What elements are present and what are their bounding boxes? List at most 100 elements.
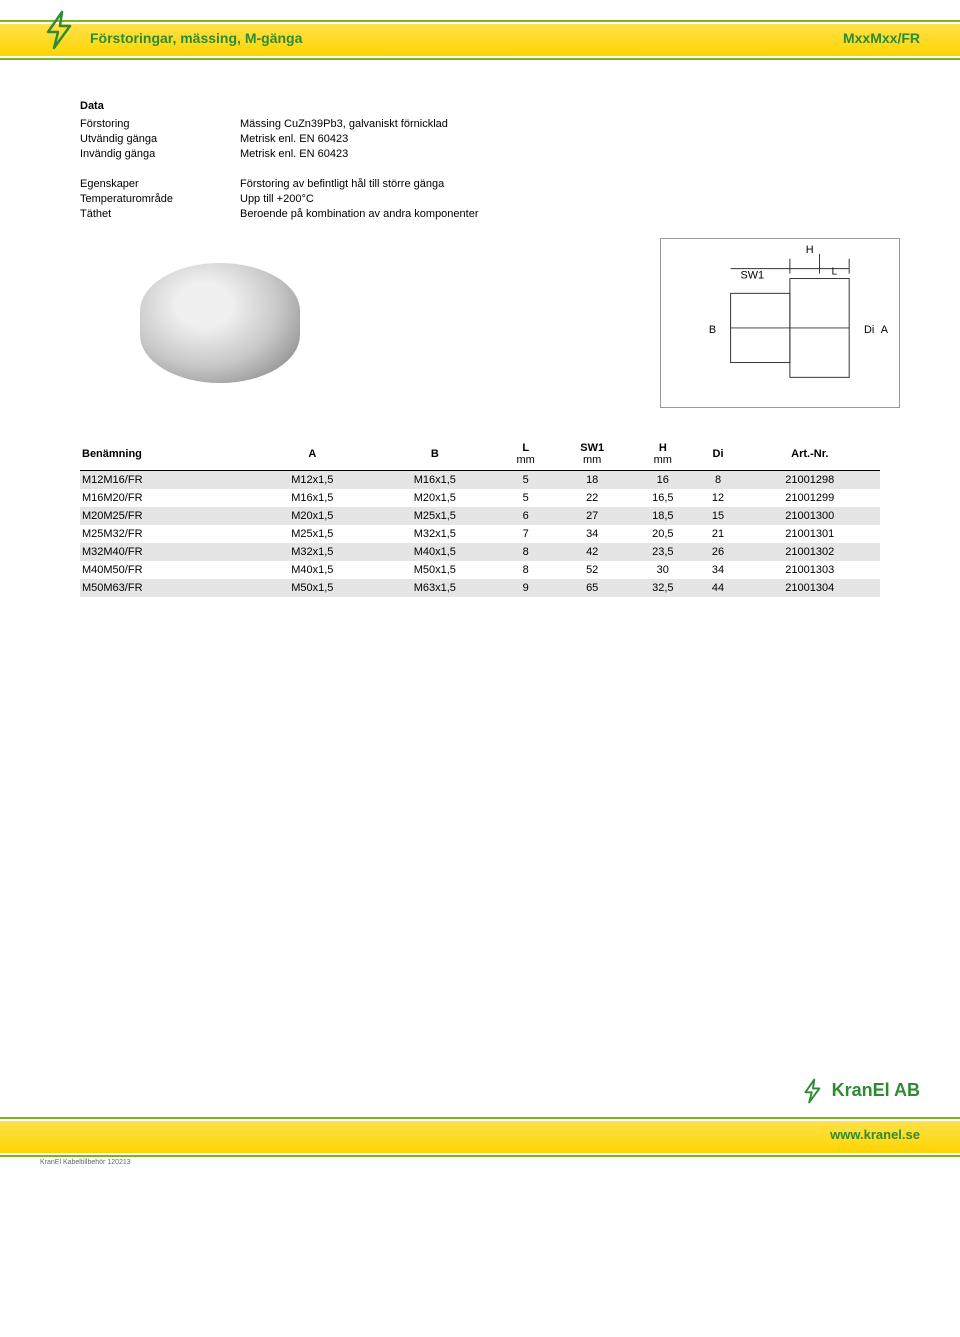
image-row: H L SW1 B Di A [80, 238, 880, 408]
table-cell: 5 [496, 489, 555, 507]
table-cell: 8 [696, 471, 739, 490]
table-row: M12M16/FRM12x1,5M16x1,551816821001298 [80, 471, 880, 490]
table-cell: M32x1,5 [374, 525, 497, 543]
table-cell: M16x1,5 [374, 471, 497, 490]
diagram-label-di: Di [864, 324, 874, 336]
content-area: Data FörstoringMässing CuZn39Pb3, galvan… [0, 70, 960, 597]
table-cell: 8 [496, 543, 555, 561]
diagram-label-b: B [709, 324, 716, 336]
table-cell: 42 [555, 543, 629, 561]
table-cell: M32M40/FR [80, 543, 251, 561]
table-header-row: Benämning A B Lmm SW1mm Hmm Di Art.-Nr. [80, 438, 880, 471]
table-cell: 21001304 [740, 579, 880, 597]
data-table: Benämning A B Lmm SW1mm Hmm Di Art.-Nr. … [80, 438, 880, 597]
footer: KranEl AB www.kranel.se KranEl Kabeltill… [0, 1117, 960, 1187]
table-cell: 21001300 [740, 507, 880, 525]
footer-brand-text: KranEl AB [832, 1080, 920, 1100]
table-cell: 30 [629, 561, 696, 579]
table-row: M50M63/FRM50x1,5M63x1,596532,54421001304 [80, 579, 880, 597]
table-cell: 16,5 [629, 489, 696, 507]
table-cell: 18,5 [629, 507, 696, 525]
page-title: Förstoringar, mässing, M-gänga [90, 30, 302, 46]
table-cell: 32,5 [629, 579, 696, 597]
col-sw1: SW1mm [555, 438, 629, 471]
diagram-label-l: L [832, 267, 838, 278]
table-cell: 44 [696, 579, 739, 597]
table-cell: M25x1,5 [251, 525, 374, 543]
kv-value: Metrisk enl. EN 60423 [240, 148, 880, 160]
page-code: MxxMxx/FR [843, 30, 920, 46]
kv-label: Egenskaper [80, 178, 240, 190]
table-head: Benämning A B Lmm SW1mm Hmm Di Art.-Nr. [80, 438, 880, 471]
table-cell: 21001298 [740, 471, 880, 490]
table-cell: 16 [629, 471, 696, 490]
diagram-label-sw1: SW1 [740, 270, 764, 282]
table-cell: 15 [696, 507, 739, 525]
footer-yellow-bar [0, 1121, 960, 1153]
table-cell: M25x1,5 [374, 507, 497, 525]
table-cell: 5 [496, 471, 555, 490]
footer-small-print: KranEl Kabeltillbehör 120213 [40, 1159, 131, 1166]
kv-label: Utvändig gänga [80, 133, 240, 145]
kv-value: Metrisk enl. EN 60423 [240, 133, 880, 145]
header-rule-bottom [0, 58, 960, 60]
header-rule-top [0, 20, 960, 22]
props-section: EgenskaperFörstoring av befintligt hål t… [80, 178, 880, 220]
data-section: Data FörstoringMässing CuZn39Pb3, galvan… [80, 100, 880, 160]
table-row: M25M32/FRM25x1,5M32x1,573420,52121001301 [80, 525, 880, 543]
diagram-label-h: H [806, 244, 814, 256]
kv-value: Mässing CuZn39Pb3, galvaniskt förnicklad [240, 118, 880, 130]
col-di: Di [696, 438, 739, 471]
footer-brand-logo: KranEl AB [799, 1077, 920, 1105]
table-cell: 12 [696, 489, 739, 507]
table-cell: M63x1,5 [374, 579, 497, 597]
table-cell: M20M25/FR [80, 507, 251, 525]
kv-label: Temperaturområde [80, 193, 240, 205]
bolt-logo-icon [38, 8, 82, 57]
kv-value: Beroende på kombination av andra kompone… [240, 208, 880, 220]
table-cell: 34 [555, 525, 629, 543]
table-cell: M12M16/FR [80, 471, 251, 490]
kv-label: Förstoring [80, 118, 240, 130]
table-cell: 52 [555, 561, 629, 579]
header-band: Förstoringar, mässing, M-gänga MxxMxx/FR [0, 0, 960, 70]
table-cell: M50M63/FR [80, 579, 251, 597]
col-benamning: Benämning [80, 438, 251, 471]
table-cell: 21001301 [740, 525, 880, 543]
kv-label: Invändig gänga [80, 148, 240, 160]
table-row: M20M25/FRM20x1,5M25x1,562718,51521001300 [80, 507, 880, 525]
table-row: M40M50/FRM40x1,5M50x1,5852303421001303 [80, 561, 880, 579]
table-cell: M16x1,5 [251, 489, 374, 507]
diagram-label-a: A [881, 324, 889, 336]
footer-rule-top [0, 1117, 960, 1119]
col-a: A [251, 438, 374, 471]
table-cell: M40M50/FR [80, 561, 251, 579]
col-artnr: Art.-Nr. [740, 438, 880, 471]
kv-row: TemperaturområdeUpp till +200°C [80, 193, 880, 205]
table-cell: 26 [696, 543, 739, 561]
table-cell: 9 [496, 579, 555, 597]
table-cell: 21 [696, 525, 739, 543]
kv-label: Täthet [80, 208, 240, 220]
table-cell: 7 [496, 525, 555, 543]
footer-url: www.kranel.se [830, 1127, 920, 1142]
table-cell: 18 [555, 471, 629, 490]
kv-row: EgenskaperFörstoring av befintligt hål t… [80, 178, 880, 190]
kv-value: Förstoring av befintligt hål till större… [240, 178, 880, 190]
data-heading: Data [80, 100, 880, 112]
table-cell: M20x1,5 [251, 507, 374, 525]
table-cell: 20,5 [629, 525, 696, 543]
table-cell: 34 [696, 561, 739, 579]
table-cell: M40x1,5 [374, 543, 497, 561]
table-cell: 21001302 [740, 543, 880, 561]
footer-rule-bottom [0, 1155, 960, 1157]
table-cell: M32x1,5 [251, 543, 374, 561]
table-cell: M50x1,5 [251, 579, 374, 597]
table-cell: M20x1,5 [374, 489, 497, 507]
table-cell: 23,5 [629, 543, 696, 561]
table-cell: 21001299 [740, 489, 880, 507]
product-photo [140, 263, 300, 383]
table-cell: 21001303 [740, 561, 880, 579]
table-cell: 22 [555, 489, 629, 507]
kv-row: FörstoringMässing CuZn39Pb3, galvaniskt … [80, 118, 880, 130]
